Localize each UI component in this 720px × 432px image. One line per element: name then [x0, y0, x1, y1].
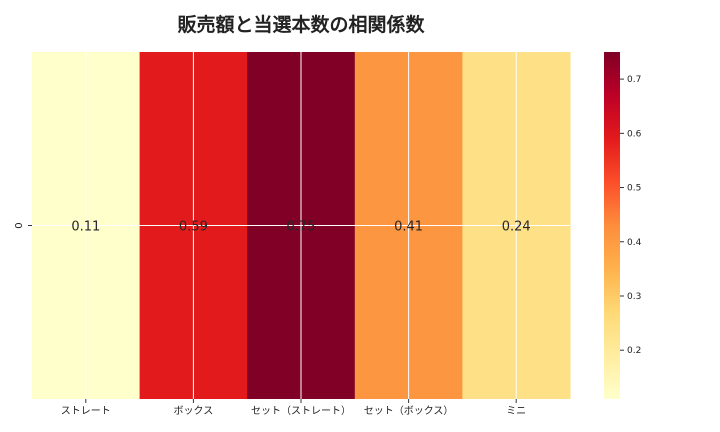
colorbar-tick-label: 0.7 [627, 75, 641, 85]
colorbar-tick-label: 0.6 [627, 129, 642, 139]
chart-title: 販売額と当選本数の相関係数 [177, 13, 425, 36]
colorbar [604, 52, 620, 399]
cell-value-label: 0.41 [394, 220, 423, 235]
colorbar-tick-label: 0.2 [627, 346, 641, 356]
x-tick-label: ボックス [174, 405, 214, 417]
x-tick-label: ミニ [506, 406, 526, 417]
cell-value-label: 0.11 [71, 220, 100, 235]
y-tick-label: 0 [14, 222, 25, 228]
cell-value-label: 0.24 [502, 220, 531, 235]
x-axis-ticks: ストレート ボックス セット（ストレート） セット（ボックス） ミニ [61, 399, 526, 417]
colorbar-tick-label: 0.3 [627, 292, 641, 302]
x-tick-label: セット（ストレート） [251, 405, 351, 417]
colorbar-tick-label: 0.4 [627, 238, 642, 248]
cell-value-labels: 0.11 0.59 0.75 0.41 0.24 [71, 220, 530, 235]
x-tick-label: セット（ボックス） [364, 405, 454, 417]
cell-value-label: 0.75 [287, 220, 316, 235]
colorbar-tick-label: 0.5 [627, 184, 641, 194]
grid-lines [32, 52, 570, 399]
colorbar-ticks: 0.2 0.3 0.4 0.5 0.6 0.7 [620, 75, 642, 356]
y-axis-ticks: 0 [14, 222, 32, 229]
x-tick-label: ストレート [61, 406, 111, 417]
cell-value-label: 0.59 [179, 220, 208, 235]
